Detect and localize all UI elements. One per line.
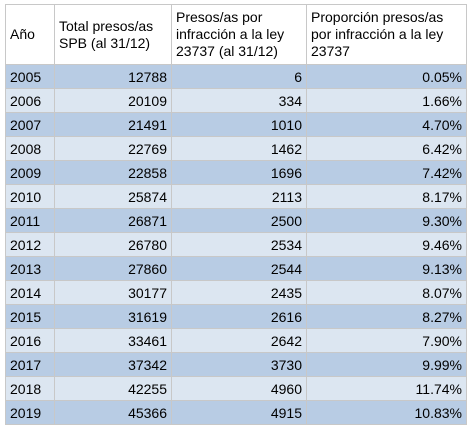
cell-proportion: 9.30% (306, 208, 467, 233)
cell-drug-law-prisoners: 2544 (171, 256, 307, 281)
cell-drug-law-prisoners: 2642 (171, 328, 307, 353)
cell-drug-law-prisoners: 2113 (171, 184, 307, 209)
cell-proportion: 1.66% (306, 88, 467, 113)
cell-year: 2009 (5, 160, 55, 185)
cell-total-prisoners: 27860 (54, 256, 172, 281)
cell-year: 2006 (5, 88, 55, 113)
cell-year: 2014 (5, 280, 55, 305)
cell-drug-law-prisoners: 2500 (171, 208, 307, 233)
cell-year: 2013 (5, 256, 55, 281)
table-header: Año Total presos/as SPB (al 31/12) Preso… (5, 4, 467, 65)
cell-year: 2015 (5, 304, 55, 329)
cell-year: 2008 (5, 136, 55, 161)
data-table-container: Año Total presos/as SPB (al 31/12) Preso… (5, 4, 467, 425)
header-total-prisoners: Total presos/as SPB (al 31/12) (54, 4, 172, 65)
table-row: 2016 33461 2642 7.90% (5, 328, 467, 353)
cell-total-prisoners: 31619 (54, 304, 172, 329)
cell-total-prisoners: 33461 (54, 328, 172, 353)
cell-drug-law-prisoners: 2534 (171, 232, 307, 257)
cell-drug-law-prisoners: 2616 (171, 304, 307, 329)
cell-year: 2012 (5, 232, 55, 257)
cell-drug-law-prisoners: 6 (171, 64, 307, 89)
cell-proportion: 6.42% (306, 136, 467, 161)
header-proportion: Proporción presos/as por infracción a la… (306, 4, 467, 65)
cell-proportion: 7.42% (306, 160, 467, 185)
cell-total-prisoners: 20109 (54, 88, 172, 113)
cell-year: 2005 (5, 64, 55, 89)
table-row: 2018 42255 4960 11.74% (5, 376, 467, 401)
cell-drug-law-prisoners: 4915 (171, 400, 307, 425)
cell-year: 2010 (5, 184, 55, 209)
prison-statistics-table: Año Total presos/as SPB (al 31/12) Preso… (5, 4, 467, 425)
cell-drug-law-prisoners: 4960 (171, 376, 307, 401)
cell-year: 2019 (5, 400, 55, 425)
cell-drug-law-prisoners: 1010 (171, 112, 307, 137)
table-body: 2005 12788 6 0.05% 2006 20109 334 1.66% 2007 2149… (5, 64, 467, 425)
table-row: 2019 45366 4915 10.83% (5, 400, 467, 425)
table-row: 2006 20109 334 1.66% (5, 88, 467, 113)
cell-total-prisoners: 26780 (54, 232, 172, 257)
cell-year: 2011 (5, 208, 55, 233)
table-row: 2010 25874 2113 8.17% (5, 184, 467, 209)
table-row: 2014 30177 2435 8.07% (5, 280, 467, 305)
cell-drug-law-prisoners: 1462 (171, 136, 307, 161)
cell-proportion: 8.07% (306, 280, 467, 305)
cell-proportion: 8.17% (306, 184, 467, 209)
cell-drug-law-prisoners: 2435 (171, 280, 307, 305)
table-row: 2008 22769 1462 6.42% (5, 136, 467, 161)
table-row: 2017 37342 3730 9.99% (5, 352, 467, 377)
table-row: 2007 21491 1010 4.70% (5, 112, 467, 137)
cell-proportion: 9.46% (306, 232, 467, 257)
cell-drug-law-prisoners: 334 (171, 88, 307, 113)
cell-year: 2018 (5, 376, 55, 401)
cell-year: 2017 (5, 352, 55, 377)
cell-proportion: 0.05% (306, 64, 467, 89)
cell-total-prisoners: 30177 (54, 280, 172, 305)
cell-total-prisoners: 22769 (54, 136, 172, 161)
cell-proportion: 9.13% (306, 256, 467, 281)
header-year: Año (5, 4, 55, 65)
cell-year: 2007 (5, 112, 55, 137)
cell-total-prisoners: 37342 (54, 352, 172, 377)
cell-total-prisoners: 22858 (54, 160, 172, 185)
cell-year: 2016 (5, 328, 55, 353)
cell-proportion: 10.83% (306, 400, 467, 425)
table-row: 2013 27860 2544 9.13% (5, 256, 467, 281)
cell-proportion: 11.74% (306, 376, 467, 401)
table-row: 2009 22858 1696 7.42% (5, 160, 467, 185)
table-row: 2011 26871 2500 9.30% (5, 208, 467, 233)
cell-total-prisoners: 21491 (54, 112, 172, 137)
cell-proportion: 7.90% (306, 328, 467, 353)
cell-total-prisoners: 12788 (54, 64, 172, 89)
cell-drug-law-prisoners: 3730 (171, 352, 307, 377)
cell-drug-law-prisoners: 1696 (171, 160, 307, 185)
header-drug-law-prisoners: Presos/as por infracción a la ley 23737 … (171, 4, 307, 65)
cell-total-prisoners: 42255 (54, 376, 172, 401)
cell-total-prisoners: 45366 (54, 400, 172, 425)
cell-proportion: 8.27% (306, 304, 467, 329)
table-row: 2012 26780 2534 9.46% (5, 232, 467, 257)
cell-total-prisoners: 25874 (54, 184, 172, 209)
cell-total-prisoners: 26871 (54, 208, 172, 233)
table-row: 2005 12788 6 0.05% (5, 64, 467, 89)
header-row: Año Total presos/as SPB (al 31/12) Preso… (5, 4, 467, 65)
cell-proportion: 4.70% (306, 112, 467, 137)
table-row: 2015 31619 2616 8.27% (5, 304, 467, 329)
cell-proportion: 9.99% (306, 352, 467, 377)
